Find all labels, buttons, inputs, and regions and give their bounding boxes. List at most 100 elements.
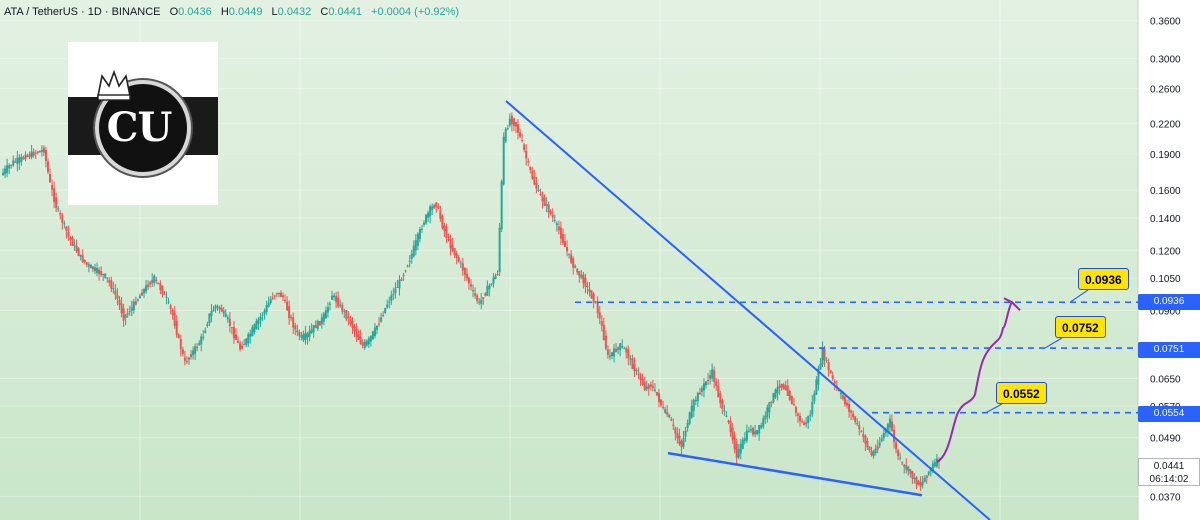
candle-body [247,334,250,344]
candle-body [104,273,107,278]
candle-body [739,443,742,454]
candle-body [28,153,31,157]
y-tick-label: 0.3000 [1150,55,1181,66]
candle-body [83,259,86,263]
candle-body [886,423,889,431]
candle-body [386,304,389,308]
candle-body [422,222,425,225]
candle-body [760,425,763,428]
candle-body [106,277,109,279]
candle-body [304,332,307,340]
candle-body [451,244,454,251]
candle-body [286,301,289,311]
candle-body [357,333,360,340]
candle-body [134,301,137,305]
candle-body [572,258,575,268]
price-axis-panel [1138,0,1200,520]
candle-body [872,451,875,457]
y-tick-label: 0.0490 [1150,434,1181,445]
candle-body [568,253,571,255]
candle-body [414,240,417,251]
candle-body [831,375,834,379]
candle-body [566,247,569,252]
candle-body [864,435,867,444]
candle-body [711,369,714,379]
tag-leader-line [1069,289,1089,303]
candle-body [249,333,252,337]
candle-body [770,401,773,404]
candle-body [149,282,152,285]
candle-body [418,229,421,240]
candle-body [758,425,761,434]
close-value: 0.0441 [328,6,362,18]
candle-body [367,338,370,345]
candle-body [841,395,844,399]
candle-body [557,226,560,231]
candle-body [866,441,869,448]
candle-body [55,197,58,208]
candle-body [625,348,628,353]
high-label: H [220,6,229,18]
candle-body [678,435,681,445]
candle-body [913,477,916,480]
candle-body [210,311,213,317]
candle-body [592,293,595,303]
candle-body [690,405,693,418]
candle-body [190,354,193,358]
candle-body [521,139,524,141]
candle-body [860,431,863,433]
candle-countdown: 06:14:02 [1149,474,1189,485]
candle-body [776,387,779,394]
candle-body [431,206,434,211]
candle-body [645,386,648,390]
candle-body [38,150,41,153]
y-tick-label: 0.1050 [1150,274,1181,285]
candle-body [553,219,556,221]
candle-body [16,157,19,165]
candle-body [73,244,76,246]
candle-body [138,295,141,299]
last-price-badge: 0.0441 06:14:02 [1138,458,1200,486]
candle-body [220,307,223,312]
candle-body [843,396,846,405]
candle-body [441,215,444,229]
candle-body [655,391,658,396]
candle-body [600,320,603,326]
candle-body [402,274,405,276]
candle-body [658,393,661,403]
candle-body [680,441,683,448]
candle-body [91,266,94,270]
support-trendline [667,451,923,497]
candle-body [390,295,393,301]
candle-body [700,388,703,392]
candle-body [484,293,487,296]
candle-body [363,341,366,349]
candle-body [815,379,818,395]
candle-body [427,212,430,218]
candle-body [34,152,37,154]
candle-body [737,448,740,458]
candle-body [271,297,274,299]
candle-body [443,225,446,232]
candle-body [429,206,432,217]
candle-body [308,330,311,337]
candle-body [316,321,319,329]
candle-body [143,289,146,294]
candle-body [10,164,13,166]
symbol-label[interactable]: ATA / TetherUS · 1D · BINANCE [4,6,161,18]
candle-body [858,425,861,430]
candle-body [169,305,172,309]
y-tick-label: 0.3600 [1150,17,1181,28]
candle-body [839,392,842,395]
candle-body [805,422,808,425]
candle-body [214,305,217,310]
candle-body [537,189,540,192]
candle-body [351,321,354,328]
candle-body [496,273,499,275]
candle-body [570,254,573,263]
candle-body [590,290,593,299]
candle-body [576,268,579,273]
candle-body [326,307,329,313]
candle-body [12,160,15,166]
y-tick-label: 0.0370 [1150,492,1181,503]
